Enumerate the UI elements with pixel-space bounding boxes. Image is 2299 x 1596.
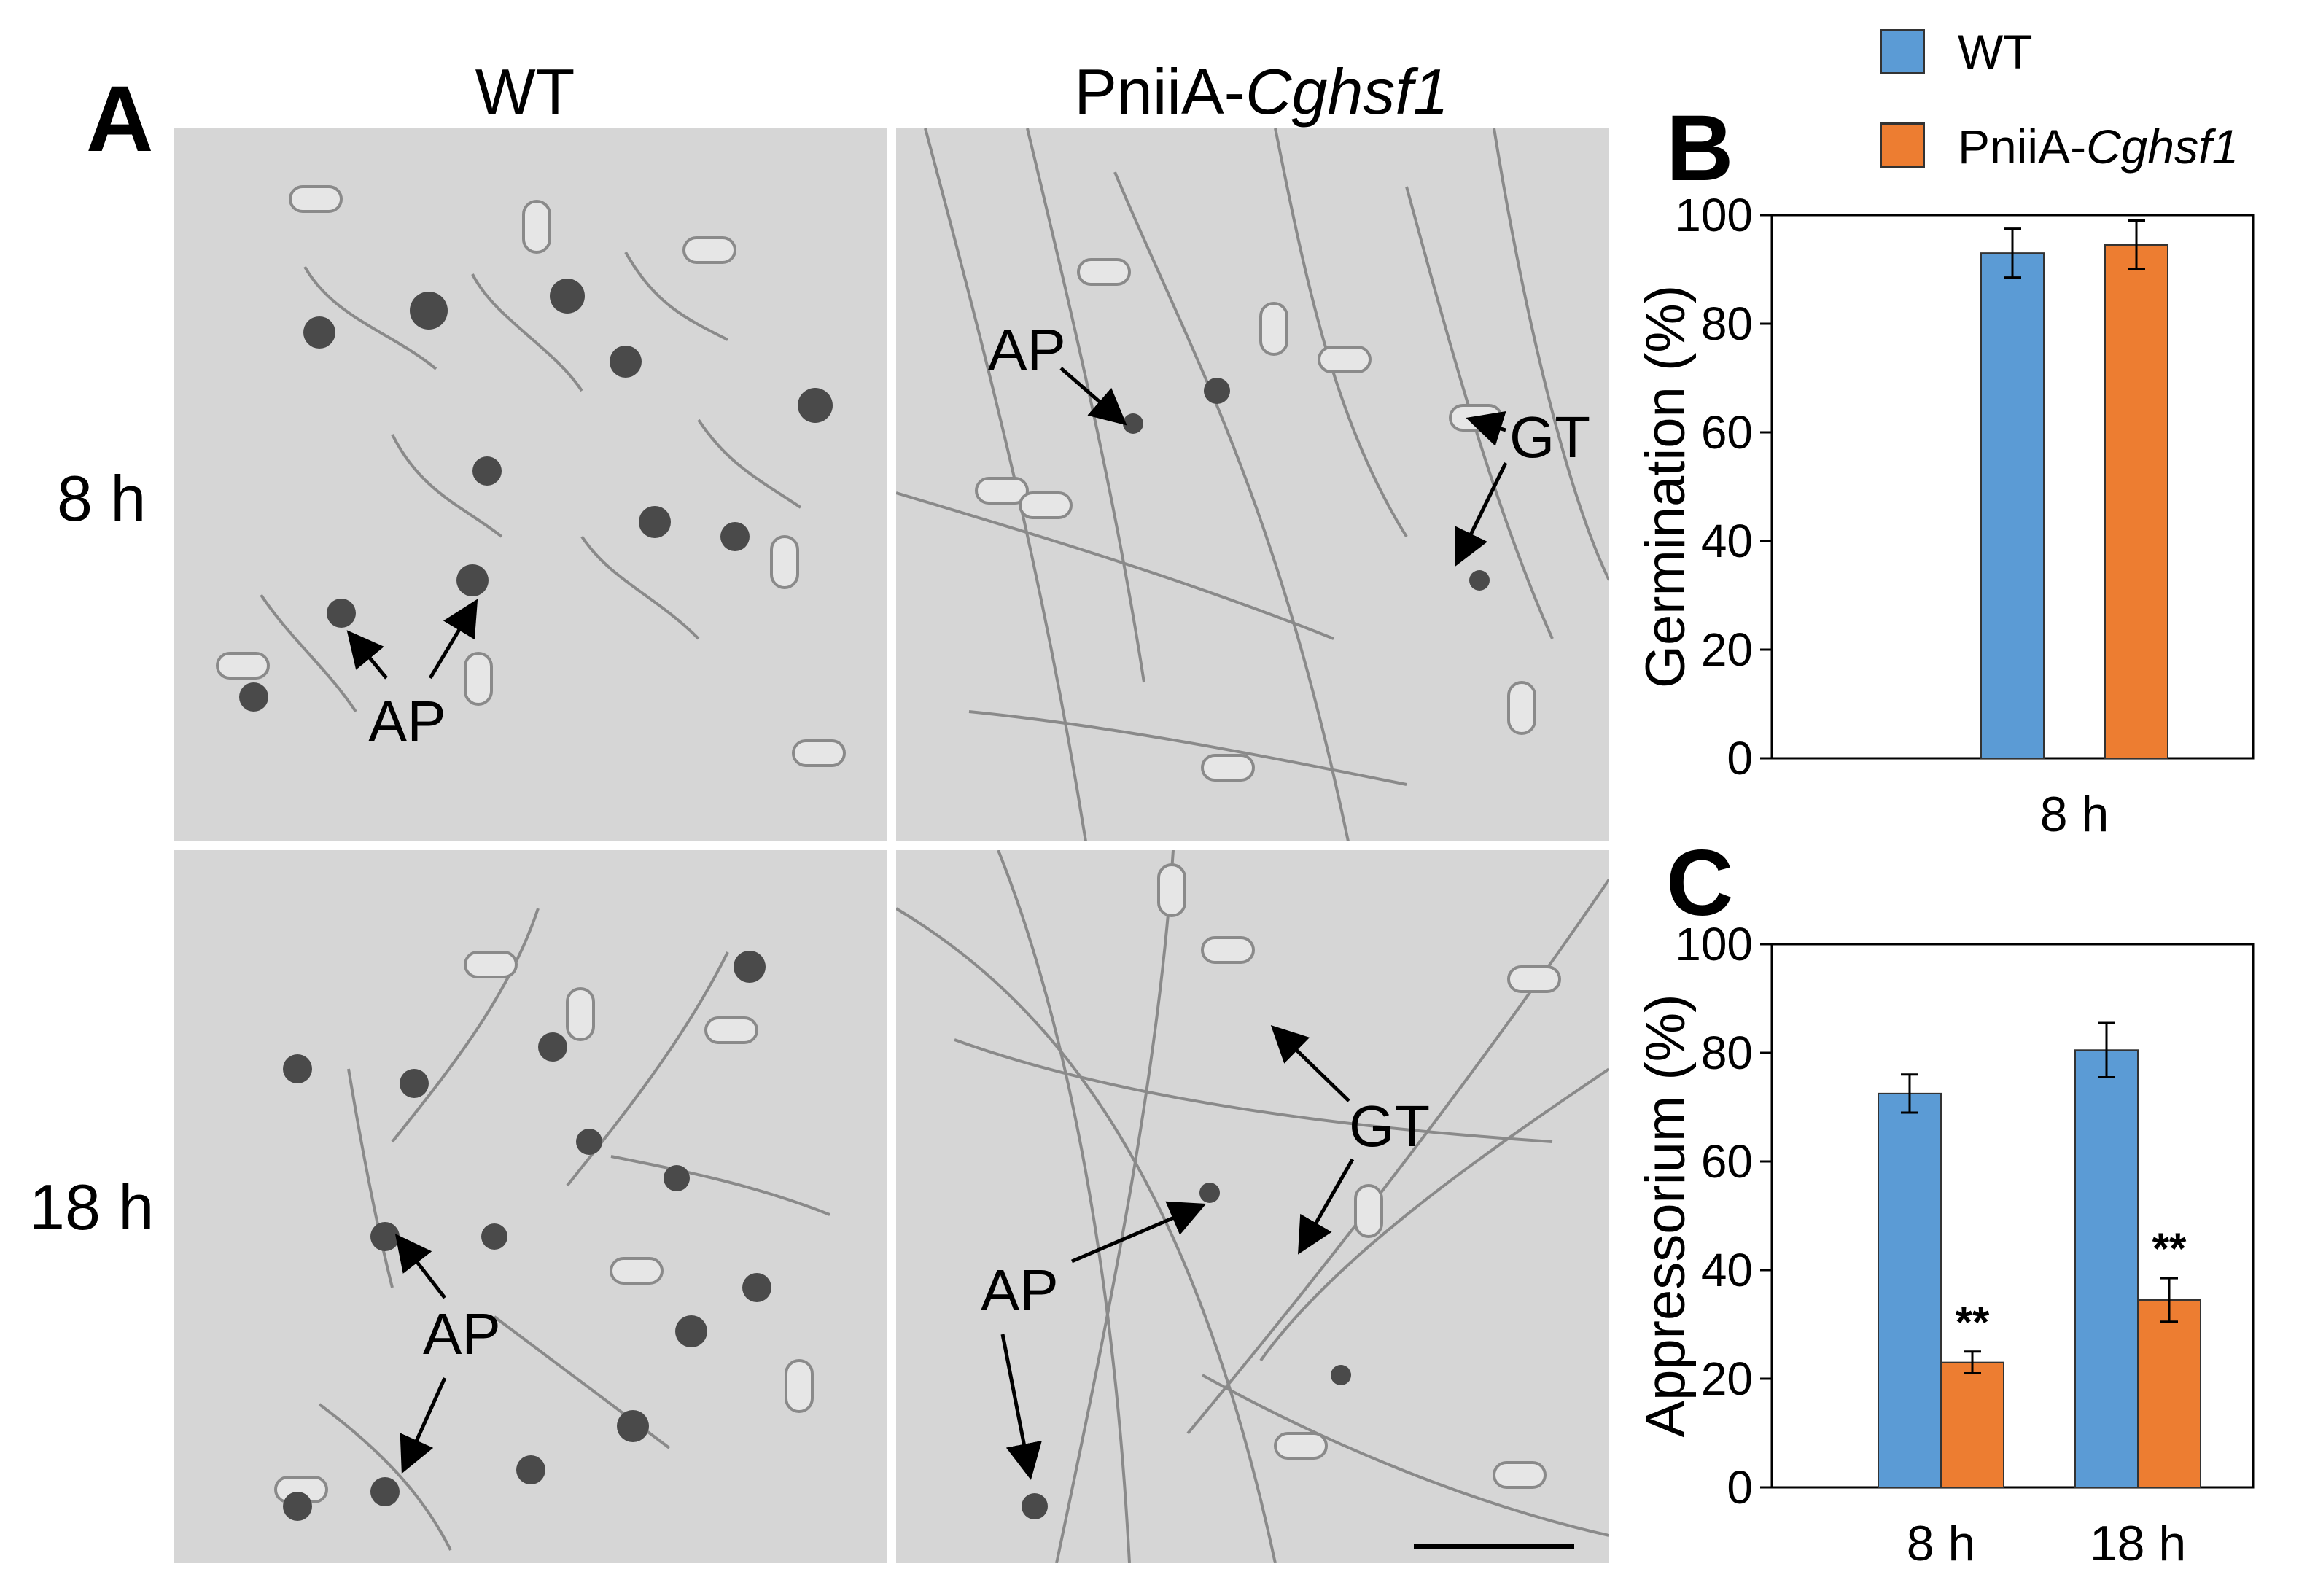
micrograph-wt-18h-drawing [274, 908, 830, 1551]
bar [2074, 1049, 2139, 1488]
y-axis-label: Appressorium (%) [1635, 994, 1697, 1437]
y-tick-label: 0 [1727, 1461, 1753, 1514]
bar [2137, 1299, 2201, 1488]
column-label-mutant-gene: Cghsf1 [1245, 55, 1449, 128]
x-tick-label: 8 h [2040, 787, 2109, 842]
y-tick-label: 100 [1675, 918, 1753, 970]
significance-mark: ** [1956, 1298, 1990, 1347]
row-label-8h: 8 h [57, 462, 147, 534]
micrograph-mutant-8h [896, 128, 1609, 841]
y-tick-label: 40 [1701, 515, 1753, 567]
column-label-wt: WT [475, 55, 575, 128]
bar [1878, 1092, 1942, 1488]
y-tick-label: 0 [1727, 732, 1753, 785]
legend-swatch-wt [1880, 29, 1925, 74]
micrograph-wt-18h [174, 850, 887, 1563]
x-tick-label: 18 h [2090, 1516, 2186, 1571]
plot-frame [1770, 943, 2255, 1489]
significance-mark: ** [2152, 1224, 2187, 1273]
panel-letter-a: A [86, 67, 154, 171]
y-tick-label: 20 [1701, 623, 1753, 676]
x-tick-label: 8 h [1907, 1516, 1976, 1571]
bar [1940, 1361, 2004, 1489]
y-tick-label: 20 [1701, 1352, 1753, 1405]
y-tick-label: 80 [1701, 297, 1753, 350]
panel-letter-c: C [1666, 831, 1734, 935]
legend-label-mutant-gene: Cghsf1 [2086, 120, 2239, 174]
y-tick-label: 80 [1701, 1027, 1753, 1079]
label-ap-mutant-8h: AP [988, 317, 1066, 382]
label-ap-mutant-18h: AP [981, 1258, 1059, 1323]
bar [1980, 252, 2045, 759]
micrograph-wt-8h [174, 128, 887, 841]
micrograph-mutant-18h-drawing [896, 850, 1609, 1563]
y-tick-label: 100 [1675, 189, 1753, 241]
y-axis-label: Germination (%) [1635, 285, 1697, 688]
legend-label-wt: WT [1958, 25, 2033, 79]
chart-germination: 0 20 40 60 80 100 Germination (%) 8 h [1635, 189, 2255, 842]
legend-label-mutant-prefix: PniiA- [1958, 120, 2087, 174]
column-label-mutant: PniiA-Cghsf1 [999, 60, 1524, 124]
panel-letter-b: B [1666, 96, 1734, 201]
row-label-18h: 18 h [29, 1171, 155, 1243]
y-tick-label: 60 [1701, 1135, 1753, 1188]
y-tick-label: 60 [1701, 406, 1753, 459]
column-label-mutant-prefix: PniiA- [1074, 55, 1245, 128]
micrograph-wt-8h-drawing [216, 185, 846, 767]
label-gt-mutant-8h: GT [1509, 405, 1591, 470]
label-ap-wt-8h: AP [368, 689, 446, 754]
legend-swatch-mutant [1880, 122, 1925, 168]
legend-label-mutant: PniiA-Cghsf1 [1958, 122, 2238, 171]
y-tick-label: 40 [1701, 1244, 1753, 1296]
label-ap-wt-18h: AP [423, 1301, 501, 1366]
chart-appressorium: 0 20 40 60 80 100 Appressorium (%) ** 8 h ** 18 h [1635, 918, 2255, 1571]
bar [2104, 244, 2168, 760]
label-gt-mutant-18h: GT [1349, 1094, 1431, 1159]
